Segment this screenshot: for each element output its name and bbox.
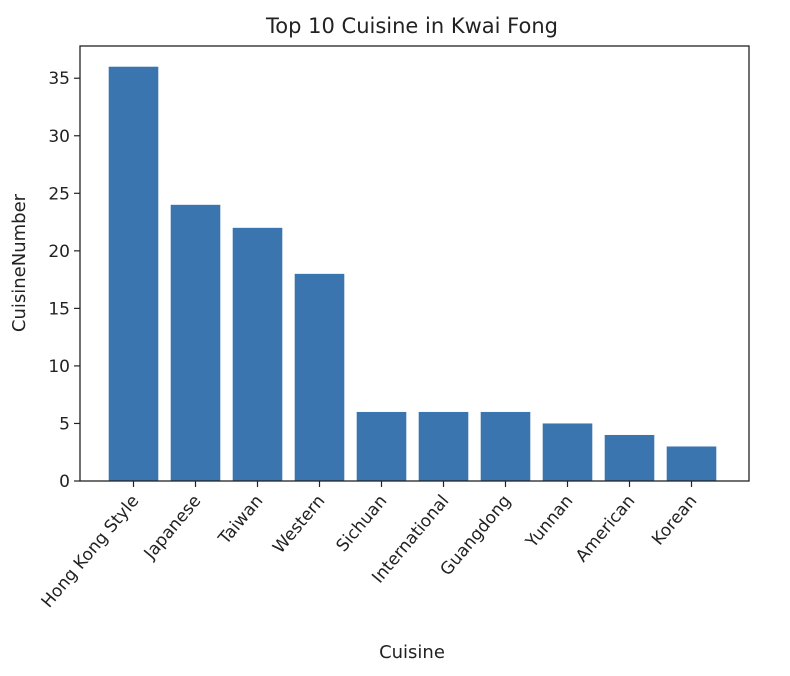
x-axis-label: Cuisine (379, 642, 445, 663)
y-tick-label: 30 (48, 127, 70, 147)
x-tick-label: Yunnan (522, 491, 578, 552)
x-tick-label: American (572, 491, 639, 566)
bar (542, 423, 593, 481)
y-axis-label: CuisineNumber (9, 193, 30, 332)
x-tick-label: Hong Kong Style (38, 491, 144, 612)
y-tick-label: 25 (48, 184, 70, 204)
bar (294, 273, 345, 481)
y-tick-label: 35 (48, 69, 70, 89)
x-tick-label: Japanese (140, 491, 206, 564)
x-tick-label: Western (269, 491, 329, 557)
y-tick-label: 20 (48, 242, 70, 262)
bar (666, 446, 717, 481)
chart-title: Top 10 Cuisine in Kwai Fong (265, 14, 558, 38)
bar (480, 411, 531, 481)
bar (418, 411, 469, 481)
y-tick-label: 5 (59, 414, 70, 434)
y-tick-label: 15 (48, 299, 70, 319)
x-tick-label: Taiwan (214, 491, 267, 549)
bar (232, 227, 283, 481)
y-tick-label: 10 (48, 357, 70, 377)
bar (604, 434, 655, 481)
x-tick-label: Sichuan (333, 491, 392, 556)
bar (108, 66, 159, 481)
y-axis: 0 5 10 15 20 25 30 35 (48, 69, 80, 492)
bar (170, 204, 221, 482)
y-tick-label: 0 (59, 472, 70, 492)
bar (356, 411, 407, 481)
x-tick-label: Korean (648, 491, 701, 549)
bars-layer (108, 66, 717, 482)
plot-area-frame (79, 45, 750, 482)
